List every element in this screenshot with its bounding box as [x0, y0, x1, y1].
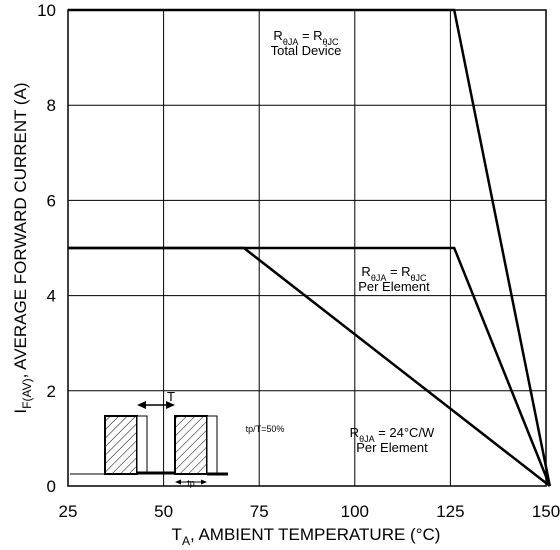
period-label: T: [167, 389, 175, 404]
annotation-per-element-24cw: RθJA = 24°C/W Per Element: [350, 425, 435, 455]
period-arrow-right-head: [166, 401, 175, 409]
series-lines: [68, 8, 552, 487]
pulse-2-gap: [206, 415, 218, 475]
pulse-1-gap: [136, 415, 148, 475]
series-line-2: [68, 246, 551, 487]
y-tick-label: 0: [47, 477, 56, 496]
pulse-waveform-inset: T tp tp/T=50%: [70, 389, 284, 488]
duty-cycle-label: tp/T=50%: [246, 424, 285, 434]
pulse-width-arrow-left-head: [175, 479, 181, 485]
period-arrow-left-head: [137, 401, 146, 409]
x-tick-labels: 25 50 75 100 125 150: [59, 502, 560, 521]
annotation-total-device: RθJA = RθJC Total Device: [271, 28, 342, 58]
annotation-per-element-rjc: RθJA = RθJC Per Element: [358, 264, 430, 294]
y-tick-label: 6: [47, 191, 56, 210]
x-tick-label: 75: [250, 502, 269, 521]
x-tick-label: 50: [154, 502, 173, 521]
pulse-1: [104, 415, 138, 475]
y-tick-labels: 0 2 4 6 8 10: [37, 1, 56, 496]
x-tick-label: 125: [436, 502, 464, 521]
y-tick-label: 4: [47, 287, 56, 306]
x-axis-title: TA, AMBIENT TEMPERATURE (°C): [172, 525, 441, 548]
plot-border: [67, 9, 547, 487]
x-tick-label: 150: [532, 502, 560, 521]
y-tick-label: 10: [37, 1, 56, 20]
x-tick-label: 25: [59, 502, 78, 521]
pulse-width-arrow-right-head: [201, 479, 207, 485]
x-tick-label: 100: [341, 502, 369, 521]
y-tick-label: 2: [47, 382, 56, 401]
y-axis-title: IF(AV), AVERAGE FORWARD CURRENT (A): [11, 82, 34, 413]
plot-frame: [67, 9, 547, 487]
pulse-width-label: tp: [187, 478, 195, 488]
y-tick-label: 8: [47, 96, 56, 115]
pulse-2: [174, 415, 208, 475]
